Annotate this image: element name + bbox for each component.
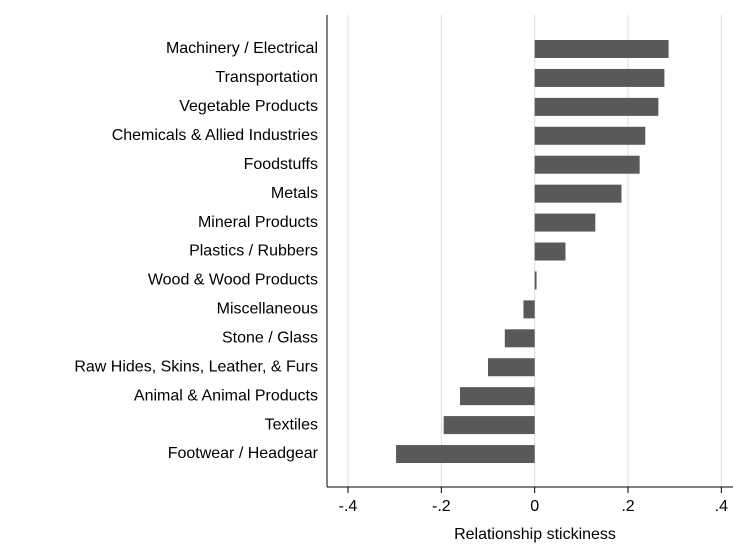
- bar: [534, 213, 596, 232]
- y-tick-label: Footwear / Headgear: [168, 445, 319, 462]
- bar: [534, 242, 566, 261]
- y-tick-label: Metals: [271, 185, 318, 202]
- y-tick-label: Mineral Products: [198, 214, 318, 231]
- bar: [488, 358, 535, 377]
- y-tick-label: Textiles: [265, 416, 318, 433]
- x-tick-label: .2: [621, 498, 634, 515]
- bar: [396, 445, 535, 464]
- bar: [534, 184, 622, 203]
- y-tick-label: Animal & Animal Products: [134, 387, 318, 404]
- y-tick-label: Wood & Wood Products: [148, 272, 318, 289]
- x-tick-label: 0: [530, 498, 539, 515]
- bar: [534, 155, 640, 174]
- bar: [534, 126, 646, 145]
- x-tick-label: -.4: [339, 498, 358, 515]
- bar: [504, 329, 535, 348]
- y-tick-label: Vegetable Products: [179, 98, 318, 115]
- y-tick-label: Stone / Glass: [222, 330, 318, 347]
- bar: [523, 300, 535, 319]
- y-tick-label: Machinery / Electrical: [166, 40, 318, 57]
- y-tick-label: Miscellaneous: [217, 301, 318, 318]
- y-tick-label: Transportation: [215, 69, 318, 86]
- bar: [534, 40, 669, 58]
- y-tick-label: Chemicals & Allied Industries: [112, 127, 318, 144]
- x-axis-label: Relationship stickiness: [454, 526, 616, 543]
- bar: [534, 68, 665, 87]
- y-tick-label: Raw Hides, Skins, Leather, & Furs: [74, 358, 318, 375]
- x-tick-label: .4: [715, 498, 728, 515]
- bar: [443, 416, 535, 435]
- y-tick-label: Plastics / Rubbers: [189, 243, 318, 260]
- bar: [460, 387, 535, 406]
- x-tick-label: -.2: [432, 498, 451, 515]
- bar: [534, 271, 537, 290]
- y-tick-label: Foodstuffs: [244, 156, 318, 173]
- bar: [534, 97, 659, 116]
